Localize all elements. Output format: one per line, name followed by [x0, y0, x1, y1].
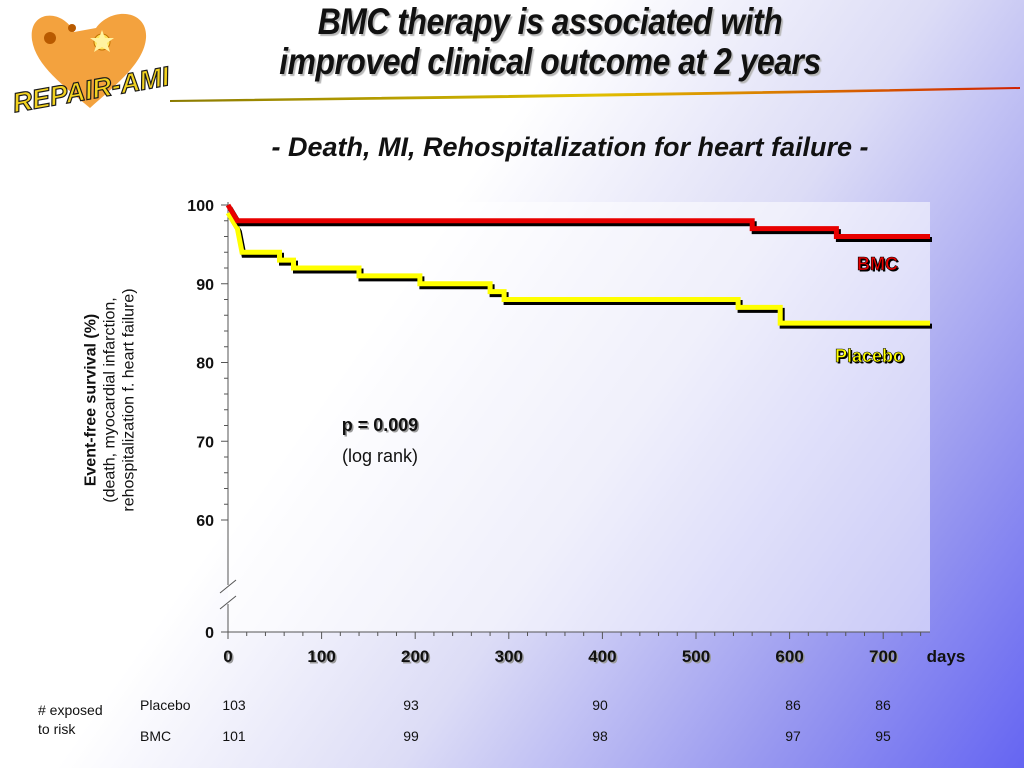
risk-value: 93	[403, 697, 419, 713]
x-tick-label-shadow: 200	[403, 649, 431, 668]
risk-title-line-1: # exposed	[38, 702, 103, 718]
title-line-1: BMC therapy is associated with	[317, 1, 783, 42]
axis-break-mark	[219, 579, 237, 594]
chart-subtitle: - Death, MI, Rehospitalization for heart…	[271, 132, 869, 162]
x-tick-label-shadow: 100	[309, 649, 337, 668]
bmc-series-line	[225, 203, 930, 239]
repair-ami-logo: REPAIR-AMI	[10, 13, 173, 114]
x-tick-label: 100	[307, 647, 335, 666]
x-tick-label-shadow: 500	[683, 649, 711, 668]
risk-value: 101	[222, 728, 246, 744]
x-tick-label-shadow: 400	[590, 649, 618, 668]
placebo-series-line	[225, 211, 930, 326]
risk-value: 90	[592, 697, 608, 713]
placebo-legend-label-shadow: Placebo	[836, 348, 905, 368]
x-tick-label: 0	[223, 647, 232, 666]
x-tick-label: 500	[682, 647, 710, 666]
y-tick-label: 70	[196, 434, 214, 451]
heart-icon	[31, 13, 147, 108]
risk-value: 86	[785, 697, 801, 713]
bmc-legend-label-shadow: BMC	[859, 256, 900, 276]
title-line-2: improved clinical outcome at 2 years	[279, 41, 821, 82]
p-value-shadow: p = 0.009	[343, 417, 420, 437]
risk-value: 97	[785, 728, 801, 744]
risk-value: 86	[875, 697, 891, 713]
risk-value: 103	[222, 697, 246, 713]
x-tick-label-shadow: 0	[225, 649, 234, 668]
risk-row-label: BMC	[140, 728, 172, 744]
bmc-legend-label: BMC	[857, 254, 898, 274]
page-title: BMC therapy is associated with improved …	[170, 2, 930, 82]
x-tick-label: 300	[495, 647, 523, 666]
risk-value: 95	[875, 728, 891, 744]
x-tick-label-shadow: 700	[871, 649, 899, 668]
risk-row-label: Placebo	[140, 697, 191, 713]
test-annotation: (log rank)	[342, 446, 418, 466]
plot-area	[228, 202, 930, 632]
risk-value: 99	[403, 728, 419, 744]
x-tick-label: 700	[869, 647, 897, 666]
axis-break-mark	[219, 595, 237, 610]
placebo-legend-label: Placebo	[835, 346, 904, 366]
x-tick-label-shadow: 600	[777, 649, 805, 668]
y-tick-label: 0	[205, 625, 214, 642]
risk-value: 98	[592, 728, 608, 744]
p-value-annotation: p = 0.009	[342, 415, 419, 435]
x-tick-label: 600	[775, 647, 803, 666]
y-tick-label: 80	[196, 356, 214, 373]
risk-table-title: # exposed to risk	[38, 701, 103, 739]
y-tick-label: 60	[196, 513, 214, 530]
y-tick-label: 100	[187, 198, 214, 215]
x-tick-label: 400	[588, 647, 616, 666]
risk-title-line-2: to risk	[38, 721, 76, 737]
title-underline	[170, 87, 1020, 102]
x-axis-label: days	[927, 647, 966, 666]
x-tick-label: 200	[401, 647, 429, 666]
x-tick-label-shadow: 300	[496, 649, 524, 668]
y-tick-label: 90	[196, 277, 214, 294]
